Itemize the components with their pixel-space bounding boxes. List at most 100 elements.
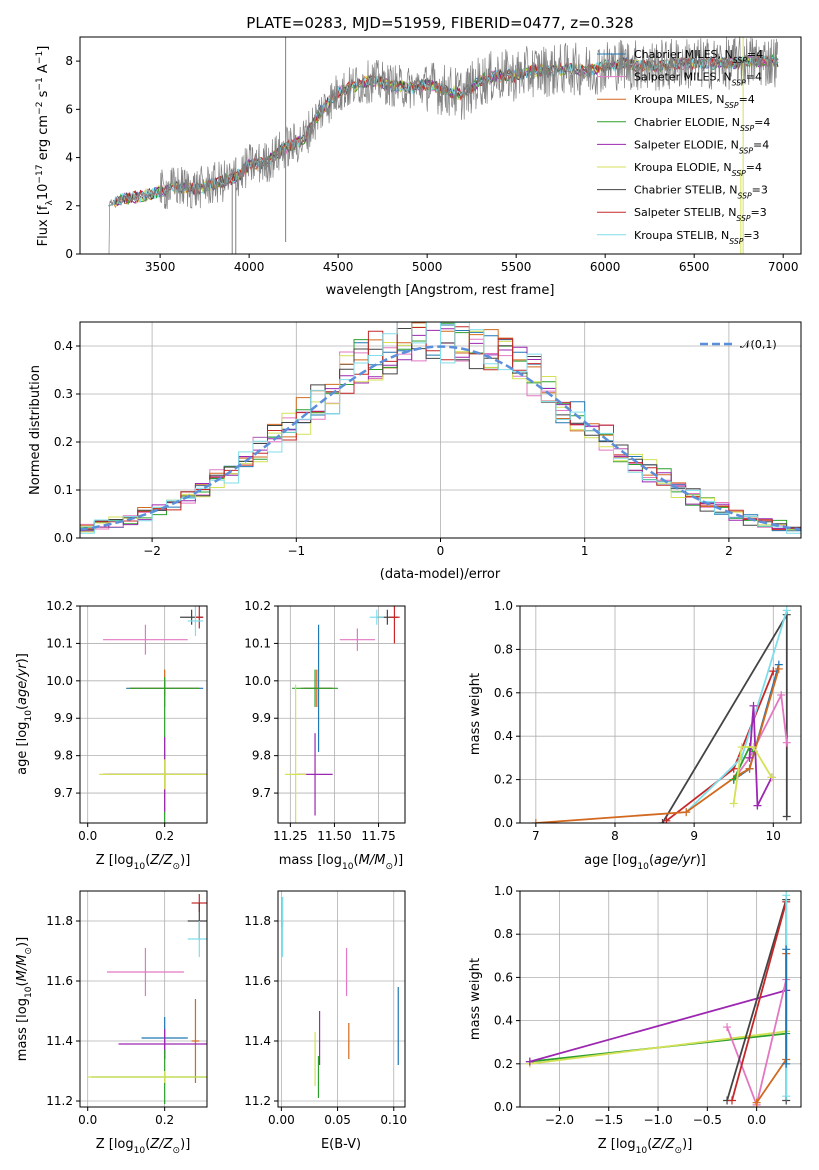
- series-marker: [782, 945, 791, 954]
- y-tick-label: 1.0: [494, 884, 513, 898]
- x-tick-label: 1: [581, 544, 589, 558]
- series-marker: [752, 1098, 761, 1107]
- x-tick-label: −1.0: [643, 1113, 672, 1127]
- x-axis-label: Z [log10(Z/Z⊙)]: [96, 853, 191, 872]
- plot-mass_vs_ebv: 0.00 0.05 0.10 11.2 11.4 11.6 11.8 E(B-V): [244, 890, 407, 1152]
- x-tick-label: 0: [437, 544, 445, 558]
- plot-age_vs_mass: 11.25 11.50 11.75 9.7 9.8 9.9 10.0 10.1 10.2 mass…: [244, 599, 406, 872]
- y-tick-label: 11.2: [244, 1094, 271, 1108]
- y-tick-label: 0.8: [494, 642, 513, 656]
- y-tick-label: 2: [65, 199, 73, 213]
- legend-label-chabrier_stelib: Chabrier STELIB, NSSP=3: [634, 184, 768, 201]
- series-line: [732, 691, 788, 781]
- error-bar-point-kroupa_miles: [191, 999, 200, 1083]
- series-marker: [782, 891, 791, 900]
- x-tick-label: −0.5: [693, 1113, 722, 1127]
- series-line: [529, 1030, 787, 1065]
- error-bar-point-salpeter_miles: [103, 624, 188, 655]
- legend-label-salpeter_stelib: Salpeter STELIB, NSSP=3: [634, 206, 767, 223]
- x-tick-label: 6500: [679, 260, 710, 274]
- plot-massweight_vs_age: 7 8 9 10 0.0 0.2 0.4 0.6 0.8 1.0 mass weight age [l…: [468, 599, 802, 872]
- y-tick-label: 0.4: [54, 339, 73, 353]
- y-tick-label: 0.2: [494, 1057, 513, 1071]
- series-marker: [774, 664, 783, 673]
- series-marker: [729, 799, 738, 808]
- y-tick-label: 4: [65, 151, 73, 165]
- x-tick-label: 8: [611, 829, 619, 843]
- histogram-chabrier_stelib: [80, 328, 801, 531]
- plot-content: [281, 897, 399, 1098]
- x-tick-label: 0.0: [747, 1113, 766, 1127]
- y-axis-label: Flux [fλ10−17 erg cm−2 s−1 A−1]: [35, 46, 55, 247]
- x-tick-label: 7000: [768, 260, 799, 274]
- x-axis-label: age [log10(age/yr)]: [584, 853, 706, 872]
- plot-spectrum: 3500 4000 4500 5000 5500 6000 6500 7000 0 2 4 6 8 PLA…: [35, 14, 802, 298]
- y-tick-label: 0.2: [54, 435, 73, 449]
- legend-label-salpeter_elodie: Salpeter ELODIE, NSSP=4: [634, 138, 769, 155]
- legend-label-salpeter_miles: Salpeter MILES, NSSP=4: [634, 71, 762, 88]
- y-axis-label: mass [log10(M/M⊙)]: [15, 937, 34, 1061]
- series-marker: [662, 816, 671, 823]
- y-tick-label: 0.1: [54, 483, 73, 497]
- y-axis-label: mass weight: [468, 673, 483, 755]
- x-axis-label: E(B-V): [321, 1137, 361, 1152]
- series-kroupa_elodie: [729, 743, 776, 808]
- series-marker: [531, 819, 540, 823]
- x-axis-label: Z [log10(Z/Z⊙)]: [598, 1137, 693, 1156]
- x-tick-label: 4000: [234, 260, 265, 274]
- x-tick-label: 5500: [501, 260, 532, 274]
- x-tick-label: −1.5: [594, 1113, 623, 1127]
- axes-frame: [79, 605, 208, 824]
- y-tick-label: 10.1: [244, 636, 271, 650]
- y-tick-label: 10.0: [46, 674, 73, 688]
- y-tick-label: 10.2: [244, 599, 271, 613]
- series-line: [731, 901, 788, 1101]
- series-marker: [769, 667, 778, 676]
- error-bar-point-salpeter_miles: [106, 948, 184, 996]
- x-tick-label: 0.0: [78, 829, 97, 843]
- plot-age_vs_Z: 0.0 0.2 9.7 9.8 9.9 10.0 10.1 10.2 age [log10(ag…: [15, 599, 208, 872]
- axes-frame: [519, 890, 802, 1108]
- y-tick-label: 11.8: [46, 914, 73, 928]
- x-tick-label: 11.50: [317, 829, 351, 843]
- y-tick-label: 10.0: [244, 674, 271, 688]
- x-axis-label: mass [log10(M/M⊙)]: [279, 853, 403, 872]
- legend: Chabrier MILES, NSSP=4 Salpeter MILES, NS…: [597, 48, 770, 245]
- y-tick-label: 0.0: [494, 1100, 513, 1114]
- y-tick-label: 0.8: [494, 927, 513, 941]
- series-line: [661, 611, 788, 823]
- y-tick-label: 9.7: [54, 786, 73, 800]
- series-chabrier_miles: [782, 945, 791, 1068]
- error-bar-point-chabrier_elodie: [130, 677, 200, 700]
- series-line: [755, 953, 788, 1104]
- axes-frame: [277, 890, 406, 1108]
- error-bar-point-salpeter_miles: [339, 628, 376, 651]
- x-tick-label: −1: [287, 544, 305, 558]
- legend-label-normal: 𝒩(0,1): [740, 338, 777, 351]
- y-tick-label: 6: [65, 102, 73, 116]
- plot-content: [99, 606, 207, 823]
- series-salpeter_elodie: [745, 701, 776, 810]
- y-tick-label: 0.6: [494, 970, 513, 984]
- axes-frame: [519, 605, 802, 824]
- y-tick-label: 9.9: [252, 711, 271, 725]
- series-marker: [723, 1023, 732, 1032]
- series-marker: [782, 812, 791, 821]
- x-tick-label: 5000: [412, 260, 443, 274]
- y-tick-label: 0.3: [54, 387, 73, 401]
- y-tick-label: 0: [65, 247, 73, 261]
- x-axis-label: (data-model)/error: [380, 567, 501, 582]
- y-tick-label: 11.6: [46, 974, 73, 988]
- error-bar-point-chabrier_elodie: [292, 669, 338, 708]
- error-bar-point-kroupa_stelib: [369, 609, 384, 625]
- plot-mass_vs_Z: 0.0 0.2 11.2 11.4 11.6 11.8 mass [log10(M/M⊙)]…: [15, 890, 208, 1156]
- x-tick-label: 11.25: [273, 829, 307, 843]
- y-tick-label: 0.4: [494, 1014, 513, 1028]
- y-tick-label: 1.0: [494, 599, 513, 613]
- plot-residuals: −2 −1 0 1 2 0.0 0.1 0.2 0.3 0.4 Normed distributio…: [28, 321, 802, 582]
- x-tick-label: −2.0: [545, 1113, 574, 1127]
- series-chabrier_stelib: [658, 610, 791, 823]
- y-tick-label: 10.2: [46, 599, 73, 613]
- x-tick-label: 2: [725, 544, 733, 558]
- y-tick-label: 9.8: [54, 749, 73, 763]
